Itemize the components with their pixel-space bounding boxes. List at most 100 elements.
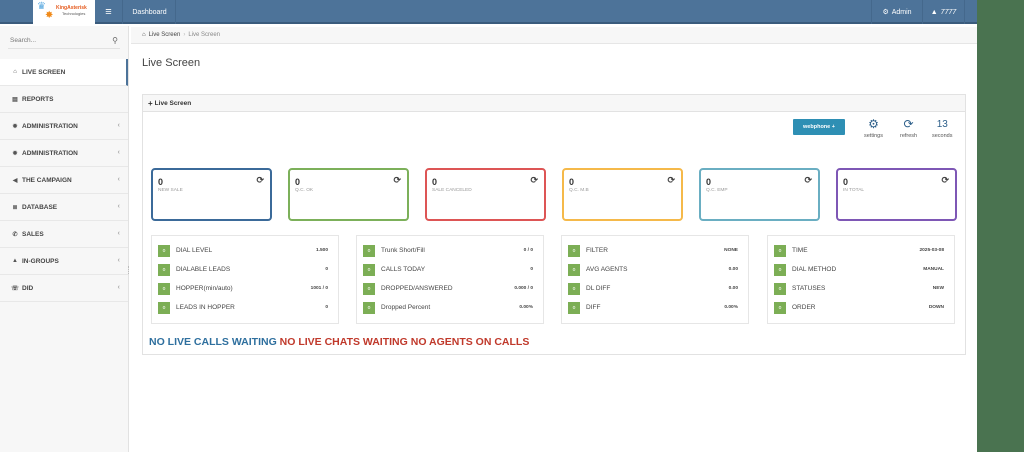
plus-icon: +	[148, 98, 153, 108]
search-icon[interactable]: ⚲	[112, 35, 118, 45]
stat-value: 0	[706, 177, 712, 187]
status-dot-icon: o	[363, 244, 375, 257]
info-row: o DIAL METHOD MANUAL	[774, 260, 948, 279]
info-row: o Dropped Percent 0.00%	[363, 298, 537, 317]
info-key: DIAL LEVEL	[176, 247, 213, 254]
refresh-icon: ⟳	[903, 117, 914, 131]
info-value: 0.00%	[519, 305, 533, 310]
sidebar-item-did[interactable]: ☏ DID ‹	[0, 275, 128, 302]
status-dot-icon: o	[774, 263, 786, 276]
refresh-icon[interactable]: ⟳	[667, 175, 675, 185]
user-menu-button[interactable]: ▲ 7777	[923, 0, 965, 24]
info-value: 0.00	[728, 267, 738, 272]
info-value: 0.00	[728, 286, 738, 291]
hamburger-icon: ≡	[105, 6, 112, 18]
countdown-unit: seconds	[932, 133, 953, 139]
stat-box-qc-ok: 0 Q.C. OK ⟳	[288, 168, 409, 221]
sidebar-item-in-groups[interactable]: ▲ IN-GROUPS ‹	[0, 248, 128, 275]
calls-waiting-status: NO LIVE CALLS WAITING	[149, 336, 277, 348]
info-value: 1001 / 0	[310, 286, 328, 291]
info-key: DIAL METHOD	[792, 266, 837, 273]
sidebar-item-administration[interactable]: ✹ ADMINISTRATION ‹	[0, 113, 128, 140]
status-dot-icon: o	[568, 244, 580, 257]
webphone-button[interactable]: webphone +	[793, 119, 845, 135]
sidebar: ⚲ ⌂ LIVE SCREEN ▤ REPORTS ✹ ADMINISTRATI…	[0, 26, 129, 452]
user-label: 7777	[940, 8, 957, 16]
info-key: LEADS IN HOPPER	[176, 304, 235, 311]
chevron-left-icon: ‹	[117, 230, 120, 237]
status-dot-icon: o	[158, 263, 170, 276]
sidebar-item-the-campaign[interactable]: ◀ THE CAMPAIGN ‹	[0, 167, 128, 194]
gear-icon: ✹	[12, 150, 18, 157]
info-value: 0	[325, 267, 328, 272]
sidebar-item-label: SALES	[22, 230, 44, 238]
status-dot-icon: o	[363, 263, 375, 276]
info-value: 0	[530, 267, 533, 272]
refresh-countdown: 13 seconds	[932, 118, 953, 139]
stat-box-qc-emp: 0 Q.C. EMP ⟳	[699, 168, 820, 221]
refresh-icon[interactable]: ⟳	[393, 175, 401, 185]
menu-toggle-button[interactable]: ≡	[95, 0, 123, 24]
info-key: DROPPED/ANSWERED	[381, 285, 453, 292]
stat-box-qc-mb: 0 Q.C. M.B ⟳	[562, 168, 683, 221]
stat-value: 0	[432, 177, 438, 187]
info-row: o HOPPER(min/auto) 1001 / 0	[158, 279, 332, 298]
breadcrumb-home-link[interactable]: Live Screen	[148, 32, 181, 38]
chats-waiting-status: NO LIVE CHATS WAITING	[279, 336, 408, 348]
phone-icon: ✆	[12, 231, 18, 238]
stat-label: NEW SALE	[158, 188, 183, 193]
info-row: o LEADS IN HOPPER 0	[158, 298, 332, 317]
info-row: o CALLS TODAY 0	[363, 260, 537, 279]
breadcrumb: ⌂ Live Screen › Live Screen	[131, 27, 977, 44]
user-icon: ▲	[12, 258, 18, 264]
info-row: o DIALABLE LEADS 0	[158, 260, 332, 279]
info-row: o DIFF 0.00%	[568, 298, 742, 317]
status-dot-icon: o	[363, 282, 375, 295]
search-input[interactable]	[10, 36, 100, 44]
admin-menu-button[interactable]: ⚙ Admin	[871, 0, 923, 24]
database-icon: ≣	[12, 204, 18, 211]
info-row: o FILTER NONE	[568, 241, 742, 260]
sidebar-item-administration-2[interactable]: ✹ ADMINISTRATION ‹	[0, 140, 128, 167]
user-icon: ▲	[930, 8, 938, 16]
stat-label: SALE CANCELED	[432, 188, 472, 193]
panel-header[interactable]: + Live Screen	[143, 95, 965, 112]
info-row: o DROPPED/ANSWERED 0.000 / 0	[363, 279, 537, 298]
info-key: AVG AGENTS	[586, 266, 628, 273]
info-box-filter: o FILTER NONE o AVG AGENTS 0.00 o DL DIFF 0.00…	[561, 235, 749, 324]
stat-value: 0	[295, 177, 301, 187]
status-dot-icon: o	[158, 282, 170, 295]
refresh-icon[interactable]: ⟳	[941, 175, 949, 185]
sidebar-search: ⚲	[8, 32, 120, 49]
sidebar-item-reports[interactable]: ▤ REPORTS	[0, 86, 128, 113]
info-box-dialing: o DIAL LEVEL 1.500 o DIALABLE LEADS 0 o HOPPE…	[151, 235, 339, 324]
refresh-icon[interactable]: ⟳	[804, 175, 812, 185]
sidebar-resize-handle[interactable]	[128, 266, 131, 274]
refresh-icon[interactable]: ⟳	[256, 175, 264, 185]
stat-label: Q.C. EMP	[706, 188, 728, 193]
star-icon: ✸	[45, 10, 54, 21]
info-row: o DIAL LEVEL 1.500	[158, 241, 332, 260]
info-row: o STATUSES NEW	[774, 279, 948, 298]
info-key: DIFF	[586, 304, 601, 311]
sidebar-item-database[interactable]: ≣ DATABASE ‹	[0, 194, 128, 221]
report-icon: ▤	[12, 96, 18, 103]
nav-dashboard-link[interactable]: Dashboard	[124, 0, 176, 24]
sidebar-item-live-screen[interactable]: ⌂ LIVE SCREEN	[0, 59, 128, 86]
logo[interactable]: ♛ ✸ KingAsterisk Technologies	[33, 0, 95, 24]
status-dot-icon: o	[158, 301, 170, 314]
sidebar-menu: ⌂ LIVE SCREEN ▤ REPORTS ✹ ADMINISTRATION…	[0, 59, 128, 302]
stat-value: 0	[843, 177, 849, 187]
stat-label: IN TOTAL	[843, 188, 865, 193]
settings-button[interactable]: ⚙ settings	[864, 118, 883, 140]
refresh-label: refresh	[900, 133, 918, 139]
sidebar-item-sales[interactable]: ✆ SALES ‹	[0, 221, 128, 248]
stat-label: Q.C. OK	[295, 188, 314, 193]
admin-label: Admin	[891, 8, 912, 16]
refresh-icon[interactable]: ⟳	[530, 175, 538, 185]
refresh-button[interactable]: ⟳ refresh	[900, 117, 918, 140]
agents-on-calls-status: NO AGENTS ON CALLS	[410, 336, 530, 348]
status-dot-icon: o	[363, 301, 375, 314]
breadcrumb-current: Live Screen	[188, 32, 220, 38]
info-row: o TIME 2025-03-08	[774, 241, 948, 260]
